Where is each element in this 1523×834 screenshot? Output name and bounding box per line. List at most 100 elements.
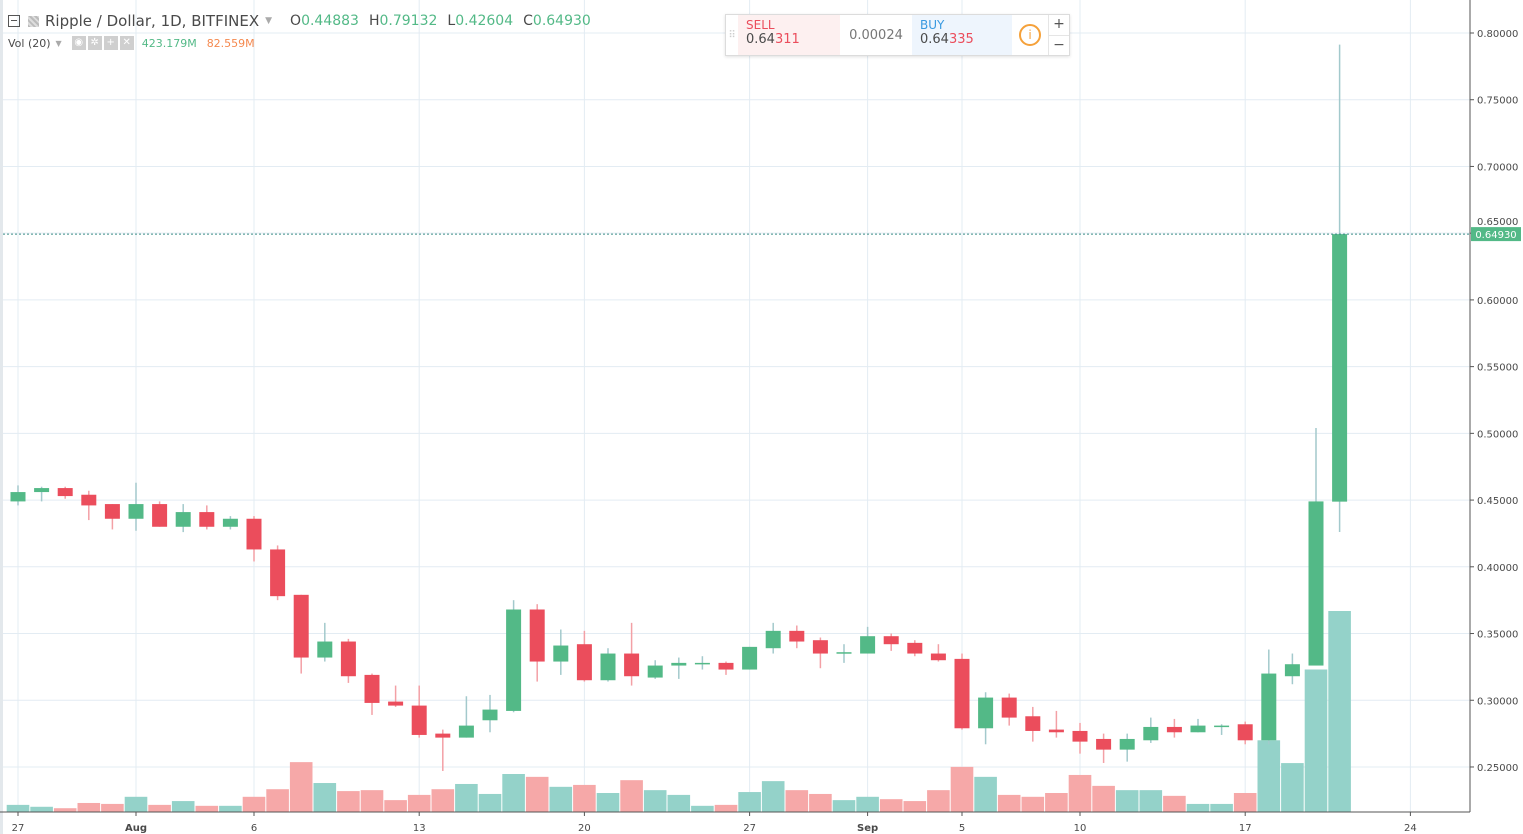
candle-body[interactable] bbox=[1332, 234, 1348, 502]
volume-bar bbox=[525, 776, 549, 812]
sell-button[interactable]: SELL 0.64311 bbox=[738, 15, 840, 55]
y-tick-label: 0.35000 bbox=[1477, 630, 1518, 641]
volume-bar bbox=[691, 805, 714, 812]
candle-body[interactable] bbox=[222, 518, 238, 527]
x-tick-label: 24 bbox=[1404, 823, 1417, 834]
candle-body[interactable] bbox=[128, 504, 144, 519]
candle-body[interactable] bbox=[883, 636, 899, 645]
y-tick-label: 0.40000 bbox=[1477, 563, 1518, 574]
candle-body[interactable] bbox=[10, 492, 26, 502]
sell-price-main: 0.64 bbox=[746, 32, 775, 47]
candle-body[interactable] bbox=[1284, 664, 1300, 677]
volume-bar bbox=[903, 801, 927, 812]
volume-bar bbox=[53, 808, 77, 812]
candle-body[interactable] bbox=[1096, 738, 1112, 750]
candle-body[interactable] bbox=[789, 630, 805, 642]
plus-icon[interactable]: + bbox=[103, 36, 118, 50]
candle-body[interactable] bbox=[930, 653, 946, 661]
candle-body[interactable] bbox=[1166, 726, 1182, 733]
y-tick-label: 0.70000 bbox=[1477, 162, 1518, 173]
candle-body[interactable] bbox=[1308, 501, 1324, 666]
candle-body[interactable] bbox=[152, 504, 168, 527]
chevron-down-icon[interactable]: ▼ bbox=[265, 16, 273, 26]
chevron-down-icon[interactable]: ▼ bbox=[55, 38, 62, 48]
candle-body[interactable] bbox=[57, 488, 73, 497]
candle-body[interactable] bbox=[1048, 729, 1064, 733]
candle-body[interactable] bbox=[553, 645, 569, 662]
candle-body[interactable] bbox=[482, 709, 498, 721]
drag-handle-icon[interactable]: ⠿ bbox=[728, 29, 736, 41]
y-tick-label: 0.75000 bbox=[1477, 96, 1518, 107]
candle-body[interactable] bbox=[104, 504, 120, 519]
candle-body[interactable] bbox=[624, 653, 640, 677]
candle-body[interactable] bbox=[458, 725, 474, 738]
volume-bar bbox=[549, 786, 573, 812]
info-button[interactable]: i bbox=[1012, 15, 1048, 55]
candle-body[interactable] bbox=[293, 594, 309, 658]
buy-button[interactable]: BUY 0.64335 bbox=[912, 15, 1012, 55]
candle-body[interactable] bbox=[270, 549, 286, 597]
candle-body[interactable] bbox=[954, 658, 970, 729]
volume-indicator-label[interactable]: Vol (20) bbox=[8, 36, 51, 50]
close-icon[interactable]: ✕ bbox=[119, 36, 134, 50]
candle-body[interactable] bbox=[812, 640, 828, 654]
candle-body[interactable] bbox=[411, 705, 427, 735]
candle-body[interactable] bbox=[1190, 725, 1206, 733]
candle-body[interactable] bbox=[576, 644, 592, 681]
volume-bar bbox=[1115, 790, 1139, 812]
candle-body[interactable] bbox=[81, 494, 97, 506]
candle-body[interactable] bbox=[860, 636, 876, 654]
candle-body[interactable] bbox=[34, 488, 50, 493]
volume-bar bbox=[573, 784, 596, 812]
candle-body[interactable] bbox=[364, 674, 380, 703]
volume-bar bbox=[1092, 785, 1115, 812]
candle-body[interactable] bbox=[199, 512, 215, 527]
candle-body[interactable] bbox=[1261, 673, 1277, 741]
collapse-icon[interactable] bbox=[8, 15, 20, 27]
x-tick-label: 5 bbox=[959, 823, 965, 834]
volume-bar bbox=[1233, 793, 1257, 812]
candle-body[interactable] bbox=[317, 641, 333, 658]
info-icon: i bbox=[1019, 24, 1041, 46]
candle-body[interactable] bbox=[388, 701, 404, 706]
volume-bar bbox=[1257, 740, 1281, 812]
candle-body[interactable] bbox=[1237, 724, 1253, 741]
volume-bar bbox=[667, 794, 691, 812]
candle-body[interactable] bbox=[1001, 697, 1017, 718]
candle-body[interactable] bbox=[1214, 725, 1230, 728]
candle-body[interactable] bbox=[1143, 726, 1159, 741]
volume-bar bbox=[171, 801, 195, 812]
candle-body[interactable] bbox=[694, 662, 710, 665]
candle-body[interactable] bbox=[1025, 716, 1041, 731]
candle-body[interactable] bbox=[1072, 730, 1088, 742]
candle-body[interactable] bbox=[978, 697, 994, 729]
zoom-out-button[interactable]: − bbox=[1049, 34, 1069, 56]
candle-body[interactable] bbox=[600, 653, 616, 681]
x-tick-label: Sep bbox=[857, 823, 878, 834]
volume-bar bbox=[785, 790, 809, 812]
zoom-in-button[interactable]: + bbox=[1053, 16, 1065, 32]
candle-body[interactable] bbox=[340, 641, 356, 677]
candle-body[interactable] bbox=[246, 518, 262, 550]
sell-label: SELL bbox=[746, 18, 775, 32]
volume-bar bbox=[879, 799, 903, 812]
candle-body[interactable] bbox=[765, 630, 781, 649]
candle-body[interactable] bbox=[529, 609, 545, 662]
y-tick-label: 0.60000 bbox=[1477, 296, 1518, 307]
symbol-title[interactable]: Ripple / Dollar, 1D, BITFINEX bbox=[45, 12, 260, 30]
eye-icon[interactable]: ◉ bbox=[71, 36, 86, 50]
candle-body[interactable] bbox=[647, 665, 663, 678]
candle-body[interactable] bbox=[836, 652, 852, 654]
candle-body[interactable] bbox=[175, 512, 191, 527]
gear-icon[interactable]: ✲ bbox=[87, 36, 102, 50]
candle-body[interactable] bbox=[1119, 738, 1135, 750]
candle-body[interactable] bbox=[718, 662, 734, 670]
candle-body[interactable] bbox=[435, 733, 451, 738]
volume-bar bbox=[1139, 790, 1163, 812]
candle-body[interactable] bbox=[907, 642, 923, 654]
volume-bar bbox=[997, 794, 1021, 812]
candle-body[interactable] bbox=[742, 646, 758, 670]
candle-body[interactable] bbox=[671, 662, 687, 666]
candle-body[interactable] bbox=[506, 609, 522, 711]
